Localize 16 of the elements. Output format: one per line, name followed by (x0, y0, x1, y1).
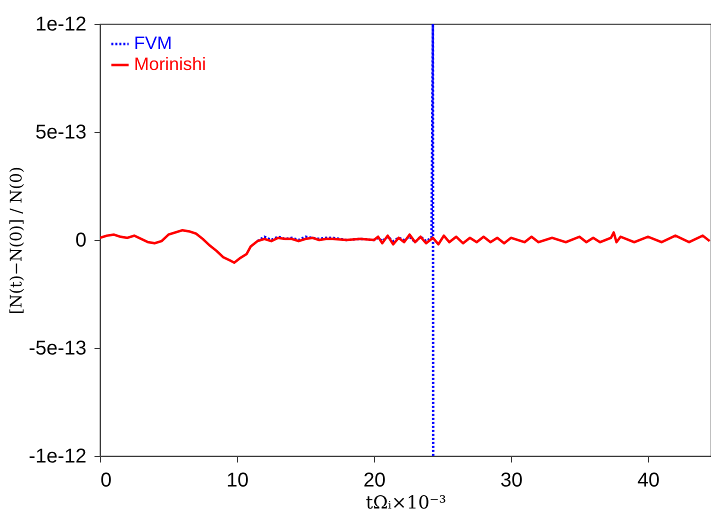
y-tick-label: -1e-12 (28, 446, 86, 468)
x-tick-label: 40 (637, 470, 660, 492)
y-tick-label: 1e-12 (35, 14, 86, 36)
x-tick-label: 10 (226, 470, 249, 492)
x-axis-title: tΩᵢ×10⁻³ (366, 492, 446, 514)
legend-label: Morinishi (134, 54, 206, 74)
line-series (100, 229, 711, 264)
y-tick-label: -5e-13 (28, 338, 86, 360)
x-tick-label: 20 (363, 470, 386, 492)
legend-label: FVM (134, 33, 172, 53)
y-tick-label: 5e-13 (35, 122, 86, 144)
y-axis-title: [N(t)−N(0)] / N(0) (6, 166, 26, 314)
line-series (256, 24, 434, 456)
x-tick-label: 0 (100, 470, 112, 492)
y-tick-label: 0 (75, 230, 86, 252)
x-tick-label: 30 (500, 470, 523, 492)
